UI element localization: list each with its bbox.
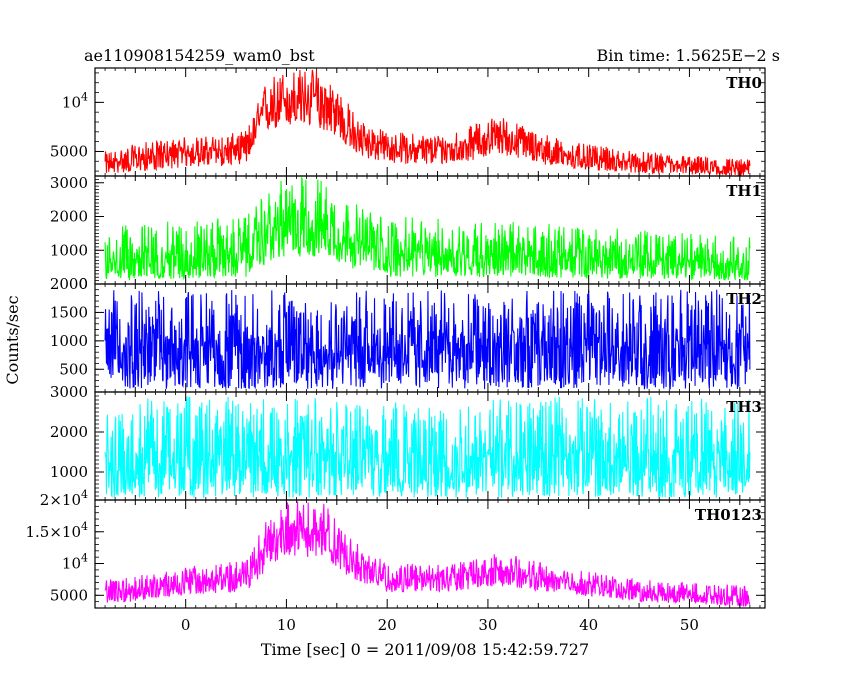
y-tick-label: 1000 — [50, 463, 88, 481]
bin-time-label: Bin time: 1.5625E−2 s — [597, 46, 780, 65]
trace-th3 — [104, 396, 751, 499]
y-tick-label: 2000 — [50, 423, 88, 441]
y-tick-label: 1500 — [50, 303, 88, 321]
panel-th1: 0 1000 2000 3000 TH1 — [50, 174, 766, 293]
x-tick-label: 10 — [277, 616, 296, 634]
y-tick-label: 3000 — [50, 174, 88, 192]
panel-th2: 500 1000 1500 2000 TH2 — [50, 275, 766, 393]
y-tick-label: 5000 — [50, 586, 88, 604]
trace-th2 — [104, 289, 751, 390]
panel-th0123: 5000 104 1.5×104 2×104 TH0123 0 10 20 30 40 50 — [25, 488, 766, 634]
x-tick-label: 50 — [680, 616, 699, 634]
trace-th1 — [104, 176, 751, 281]
panel-label-th3: TH3 — [726, 398, 762, 416]
y-tick-label: 2×104 — [40, 488, 88, 509]
trace-th0 — [104, 69, 751, 176]
y-axis-label: Counts/sec — [3, 295, 22, 384]
y-tick-label: 2000 — [50, 208, 88, 226]
panel-th0: 5000 104 TH0 — [50, 67, 766, 177]
x-axis-label: Time [sec] 0 = 2011/09/08 15:42:59.727 — [261, 640, 589, 659]
y-tick-label: 104 — [62, 90, 88, 111]
panel-label-th0123: TH0123 — [695, 506, 762, 524]
x-tick-label: 30 — [478, 616, 497, 634]
y-tick-label: 1000 — [50, 241, 88, 259]
trace-th0123 — [104, 501, 751, 607]
panel-label-th0: TH0 — [726, 74, 762, 92]
y-tick-label: 0 — [78, 275, 88, 293]
panel-frame — [94, 499, 766, 609]
y-tick-label: 3000 — [50, 383, 88, 401]
y-tick-label: 1000 — [50, 332, 88, 350]
panel-th3: 1000 2000 3000 TH3 — [50, 383, 766, 501]
x-tick-label: 0 — [181, 616, 191, 634]
y-tick-label: 1.5×104 — [25, 520, 88, 541]
y-tick-label: 500 — [59, 360, 88, 378]
x-tick-label: 40 — [579, 616, 598, 634]
x-tick-label: 20 — [378, 616, 397, 634]
chart-title: ae110908154259_wam0_bst — [84, 46, 315, 65]
panel-label-th1: TH1 — [726, 182, 762, 200]
y-tick-label: 5000 — [50, 142, 88, 160]
panel-label-th2: TH2 — [726, 290, 762, 308]
y-tick-label: 2000 — [50, 275, 88, 293]
y-tick-label: 104 — [62, 552, 88, 573]
